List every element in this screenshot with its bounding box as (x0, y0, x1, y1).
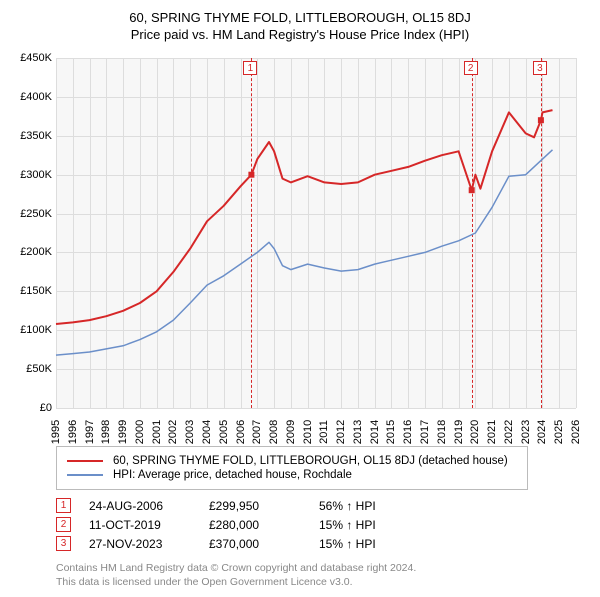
legend: 60, SPRING THYME FOLD, LITTLEBOROUGH, OL… (56, 446, 528, 490)
x-axis-label: 2009 (285, 420, 297, 444)
x-axis-label: 2011 (318, 420, 330, 444)
x-axis-label: 2007 (251, 420, 263, 444)
sale-marker-box: 2 (464, 61, 478, 75)
y-axis-label: £300K (8, 169, 52, 181)
y-axis-label: £200K (8, 246, 52, 258)
legend-label: HPI: Average price, detached house, Roch… (113, 469, 352, 481)
x-axis-label: 2013 (352, 420, 364, 444)
sale-row: 3 27-NOV-2023£370,00015% ↑ HPI (56, 536, 592, 551)
gridline-v (576, 58, 577, 408)
x-axis-label: 2010 (302, 420, 314, 444)
x-axis-label: 2005 (218, 420, 230, 444)
x-axis-label: 2002 (167, 420, 179, 444)
x-axis-label: 2025 (553, 420, 565, 444)
legend-label: 60, SPRING THYME FOLD, LITTLEBOROUGH, OL… (113, 455, 508, 467)
x-axis-label: 2018 (436, 420, 448, 444)
sale-date: 24-AUG-2006 (89, 499, 209, 513)
y-axis-label: £350K (8, 130, 52, 142)
x-axis-label: 2019 (453, 420, 465, 444)
chart-lines (56, 58, 576, 408)
x-axis-label: 2014 (369, 420, 381, 444)
chart-subtitle: Price paid vs. HM Land Registry's House … (8, 27, 592, 42)
y-axis-label: £150K (8, 285, 52, 297)
x-axis-label: 2012 (335, 420, 347, 444)
sale-number-box: 2 (56, 517, 71, 532)
sale-number-box: 1 (56, 498, 71, 513)
x-axis-label: 2015 (385, 420, 397, 444)
x-axis-label: 2020 (469, 420, 481, 444)
sale-price: £299,950 (209, 499, 319, 513)
x-axis-label: 2017 (419, 420, 431, 444)
x-axis-label: 1996 (67, 420, 79, 444)
sale-marker-box: 3 (533, 61, 547, 75)
sale-date: 11-OCT-2019 (89, 518, 209, 532)
series-property (56, 110, 553, 324)
x-axis-label: 2000 (134, 420, 146, 444)
y-axis-label: £50K (8, 363, 52, 375)
sale-vs-hpi: 15% ↑ HPI (319, 537, 409, 551)
sale-price: £370,000 (209, 537, 319, 551)
x-axis-label: 2004 (201, 420, 213, 444)
x-axis-label: 2001 (151, 420, 163, 444)
x-axis-label: 2024 (536, 420, 548, 444)
legend-item: HPI: Average price, detached house, Roch… (67, 469, 517, 481)
sales-table: 1 24-AUG-2006£299,95056% ↑ HPI 2 11-OCT-201… (56, 498, 592, 551)
gridline-h (56, 408, 576, 409)
sale-vs-hpi: 56% ↑ HPI (319, 499, 409, 513)
x-axis-label: 2026 (570, 420, 582, 444)
footer-line-2: This data is licensed under the Open Gov… (56, 575, 592, 589)
x-axis-label: 2016 (402, 420, 414, 444)
x-axis-label: 2006 (235, 420, 247, 444)
x-axis-label: 2003 (184, 420, 196, 444)
sale-row: 2 11-OCT-2019£280,00015% ↑ HPI (56, 517, 592, 532)
x-axis-label: 2022 (503, 420, 515, 444)
chart-title: 60, SPRING THYME FOLD, LITTLEBOROUGH, OL… (8, 10, 592, 25)
sale-marker-box: 1 (243, 61, 257, 75)
legend-swatch (67, 474, 103, 476)
x-axis-label: 2023 (520, 420, 532, 444)
legend-swatch (67, 460, 103, 462)
x-axis-label: 1999 (117, 420, 129, 444)
sale-vs-hpi: 15% ↑ HPI (319, 518, 409, 532)
y-axis-label: £250K (8, 208, 52, 220)
footer-line-1: Contains HM Land Registry data © Crown c… (56, 561, 592, 575)
x-axis-label: 1998 (100, 420, 112, 444)
sale-date: 27-NOV-2023 (89, 537, 209, 551)
legend-item: 60, SPRING THYME FOLD, LITTLEBOROUGH, OL… (67, 455, 517, 467)
sale-row: 1 24-AUG-2006£299,95056% ↑ HPI (56, 498, 592, 513)
x-axis-label: 2008 (268, 420, 280, 444)
footer-attribution: Contains HM Land Registry data © Crown c… (56, 561, 592, 589)
sale-price: £280,000 (209, 518, 319, 532)
plot-area (56, 58, 576, 408)
x-axis-label: 1997 (84, 420, 96, 444)
y-axis-label: £400K (8, 91, 52, 103)
chart: £0 £50K £100K £150K £200K £250K £300K £350K £400… (8, 50, 592, 440)
x-axis-label: 2021 (486, 420, 498, 444)
x-axis-label: 1995 (50, 420, 62, 444)
sale-number-box: 3 (56, 536, 71, 551)
y-axis-label: £450K (8, 52, 52, 64)
y-axis-label: £100K (8, 324, 52, 336)
y-axis-label: £0 (8, 402, 52, 414)
